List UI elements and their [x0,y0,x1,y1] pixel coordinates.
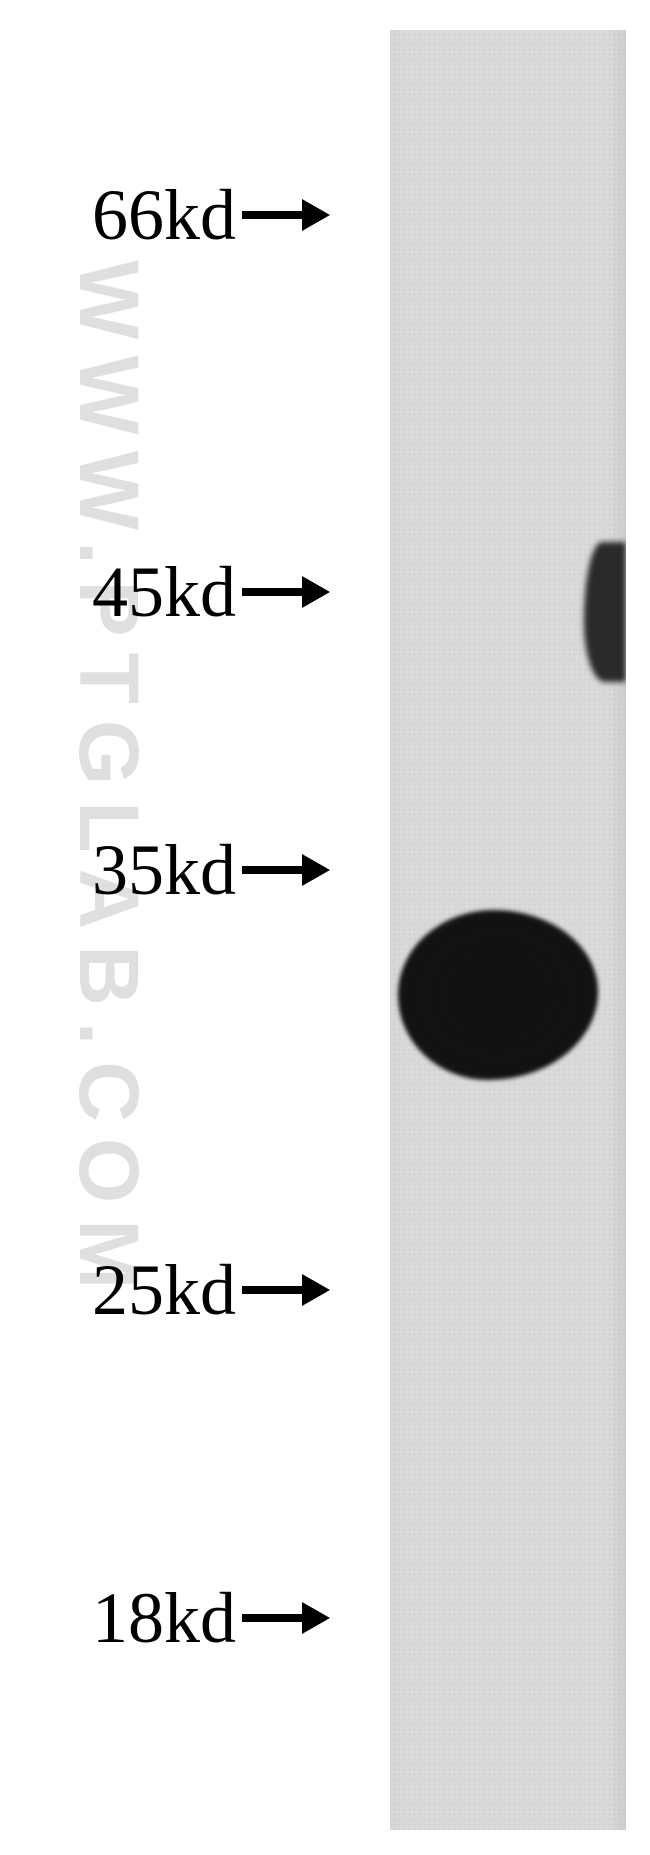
marker-66kd: 66kd [0,179,330,251]
marker-label: 18kd [92,1582,236,1654]
arrow-icon [242,586,330,598]
band-main [398,910,598,1080]
watermark-text: WWW.PTGLAB.COM [60,260,157,1305]
marker-label: 35kd [92,834,236,906]
arrow-icon [242,1284,330,1296]
blot-lane [390,30,626,1830]
western-blot-figure: WWW.PTGLAB.COM 66kd 45kd 35kd 25kd 18kd [0,0,650,1855]
arrow-icon [242,864,330,876]
marker-18kd: 18kd [0,1582,330,1654]
band-edge-smudge [584,542,626,682]
arrow-icon [242,1612,330,1624]
marker-25kd: 25kd [0,1254,330,1326]
marker-label: 45kd [92,556,236,628]
marker-35kd: 35kd [0,834,330,906]
marker-label: 25kd [92,1254,236,1326]
marker-45kd: 45kd [0,556,330,628]
marker-label: 66kd [92,179,236,251]
arrow-icon [242,209,330,221]
